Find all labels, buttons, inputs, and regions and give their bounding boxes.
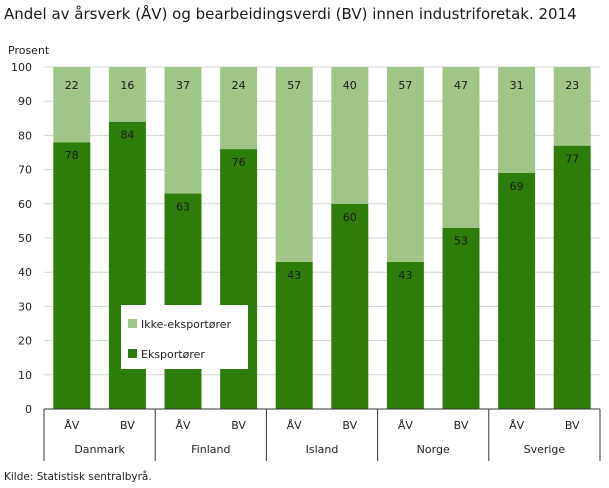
bar-eksportorer [275,261,313,409]
x-group-label: Danmark [74,443,125,456]
bar-ikke-eksportorer [386,67,424,262]
legend-label: Eksportører [141,348,205,361]
bar-ikke-eksportorer [442,67,480,228]
bar-label-ikke-eksportorer: 47 [454,79,468,92]
x-tick-label: ÅV [175,419,191,432]
x-tick-label: BV [231,419,246,432]
bar-ikke-eksportorer [220,67,258,150]
bar-label-ikke-eksportorer: 57 [287,79,301,92]
bar-label-eksportorer: 84 [120,129,134,142]
y-tick-label: 30 [18,300,32,313]
bar-label-eksportorer: 60 [343,211,357,224]
y-axis-label: Prosent [8,44,50,57]
bar-eksportorer [498,173,536,409]
bar-label-ikke-eksportorer: 40 [343,79,357,92]
bar-eksportorer [553,145,591,409]
y-tick-label: 70 [18,164,32,177]
y-tick-label: 20 [18,335,32,348]
x-tick-label: BV [120,419,135,432]
bar-label-ikke-eksportorer: 57 [398,79,412,92]
bar-label-ikke-eksportorer: 31 [510,79,524,92]
y-tick-label: 100 [11,61,32,74]
y-tick-label: 10 [18,369,32,382]
x-axis: ÅV BV ÅV BV ÅV BV ÅV BV ÅV BV Danmark Finland Island… [43,408,601,461]
x-group-label: Sverige [524,443,566,456]
x-group-label: Finland [191,443,230,456]
bar-label-eksportorer: 43 [287,269,301,282]
bar-label-ikke-eksportorer: 22 [65,79,79,92]
stacked-bar-chart: Prosent 78 22 84 16 63 37 76 24 43 57 60 40 43 57 53 47… [8,44,601,461]
legend-box [121,305,248,369]
chart-title: Andel av årsverk (ÅV) og bearbeidingsver… [4,5,577,23]
bars [53,67,591,410]
y-tick-label: 60 [18,198,32,211]
bar-eksportorer [53,142,91,410]
y-tick-label: 50 [18,232,32,245]
bar-label-eksportorer: 53 [454,235,468,248]
bar-eksportorer [220,149,258,409]
y-tick-label: 40 [18,266,32,279]
bar-ikke-eksportorer [498,67,536,174]
bar-ikke-eksportorer [553,67,591,146]
x-tick-label: BV [454,419,469,432]
legend: Ikke-eksportører Eksportører [121,305,248,369]
bar-eksportorer [386,261,424,409]
bar-label-ikke-eksportorer: 16 [120,79,134,92]
bar-labels: 78 22 84 16 63 37 76 24 43 57 60 40 43 57 53 47 69 31 77 23 [65,79,579,282]
bar-label-eksportorer: 76 [232,156,246,169]
x-tick-label: BV [342,419,357,432]
bar-ikke-eksportorer [275,67,313,262]
bar-eksportorer [331,203,369,409]
y-tick-label: 90 [18,95,32,108]
legend-swatch [128,349,137,358]
bar-label-eksportorer: 69 [510,180,524,193]
x-group-label: Island [306,443,339,456]
y-tick-labels: 0 10 20 30 40 50 60 70 80 90 100 [11,61,32,416]
bar-label-eksportorer: 78 [65,149,79,162]
legend-swatch [128,319,137,328]
bar-label-ikke-eksportorer: 23 [565,79,579,92]
bar-label-eksportorer: 77 [565,153,579,166]
y-tick-label: 0 [25,403,32,416]
y-tick-label: 80 [18,129,32,142]
legend-label: Ikke-eksportører [141,318,232,331]
x-tick-label: ÅV [509,419,525,432]
bar-ikke-eksportorer [164,67,202,194]
bar-ikke-eksportorer [53,67,91,143]
bar-label-eksportorer: 43 [398,269,412,282]
x-tick-label: ÅV [287,419,303,432]
bar-eksportorer [164,193,202,409]
x-tick-label: ÅV [64,419,80,432]
bar-label-eksportorer: 63 [176,201,190,214]
bar-label-ikke-eksportorer: 37 [176,79,190,92]
x-tick-label: ÅV [398,419,414,432]
bar-eksportorer [442,227,480,409]
x-group-label: Norge [417,443,450,456]
x-tick-label: BV [565,419,580,432]
bar-ikke-eksportorer [108,67,146,122]
bar-label-ikke-eksportorer: 24 [232,79,246,92]
source-note: Kilde: Statistisk sentralbyrå. [4,471,152,483]
bar-ikke-eksportorer [331,67,369,204]
